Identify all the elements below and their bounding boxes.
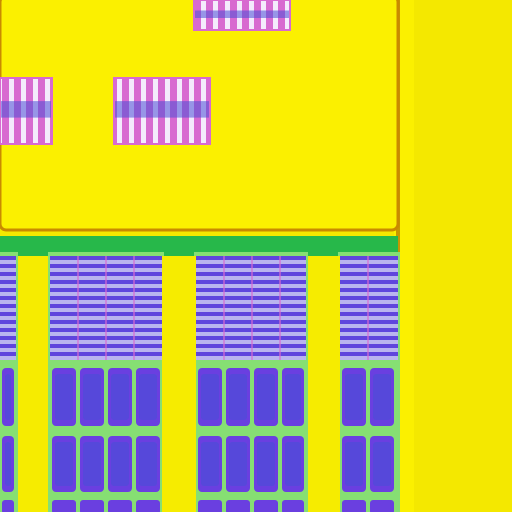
cell-block [2,500,14,512]
cell-block-core [229,442,247,486]
column-divider [77,256,79,360]
cell-block [52,500,76,512]
column-divider [105,256,107,360]
cell-block [342,500,366,512]
cell-block-core [257,374,275,420]
cell-block-core [285,374,301,420]
cell-column-4 [338,252,400,512]
cell-block-core [5,442,11,486]
stripe-pad-2 [0,77,53,145]
cell-block [370,500,394,512]
cell-column-3 [194,252,308,512]
cell-columns [0,252,400,512]
yellow-gap [162,256,196,512]
cell-block [108,500,132,512]
cell-block [282,500,304,512]
cell-column-1 [0,252,18,512]
cell-block-core [201,442,219,486]
column-divider [251,256,253,360]
cell-block-core [5,374,11,420]
cell-block-core [139,442,157,486]
yellow-gap [308,256,340,512]
stripe-pad-band [194,10,290,18]
stripe-pad-edge [113,77,211,145]
cell-block [80,500,104,512]
cell-block-core [373,442,391,486]
stripe-pad-3 [113,77,211,145]
cell-block [198,500,222,512]
cell-block-core [201,374,219,420]
cell-block-core [373,374,391,420]
column-stripe-tint [0,256,16,360]
column-divider [133,256,135,360]
cell-block [254,500,278,512]
stripe-pad-edge [193,0,291,31]
cell-block-core [257,442,275,486]
cell-block-core [83,374,101,420]
cell-block [136,500,160,512]
cell-block-core [345,374,363,420]
stripe-pad-edge [0,77,53,145]
cell-column-2 [48,252,164,512]
column-stripe-region [0,256,16,360]
cell-block-core [111,374,129,420]
cell-block-core [229,374,247,420]
cell-block-core [111,442,129,486]
stripe-pad-band [0,101,52,118]
column-divider [367,256,369,360]
yellow-gap [18,256,48,512]
column-divider [223,256,225,360]
cell-block-core [285,442,301,486]
stripe-pad-1 [193,0,291,31]
cell-block-core [345,442,363,486]
cell-block [226,500,250,512]
stripe-groups [0,0,291,145]
column-divider [279,256,281,360]
cell-block-core [83,442,101,486]
cell-block-core [55,442,73,486]
cell-block-core [55,374,73,420]
cell-block-core [139,374,157,420]
stripe-pad-band [114,101,210,118]
